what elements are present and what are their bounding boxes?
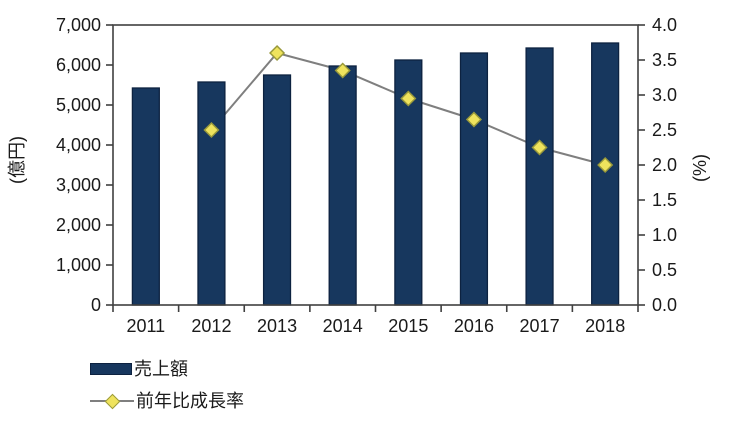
marker-2016 (465, 111, 482, 128)
x-axis-label-2018: 2018 (585, 316, 625, 336)
marker-2018 (597, 156, 614, 174)
right-axis-tick-label: 1.5 (652, 190, 677, 210)
right-axis-tick-label: 3.0 (652, 85, 677, 105)
left-axis-tick-label: 6,000 (56, 55, 101, 75)
legend-line-diamond-swatch-icon (90, 393, 134, 410)
legend-item-sales: 売上額 (90, 359, 244, 379)
legend-item-growth: 前年比成長率 (90, 391, 244, 411)
x-axis-label-2013: 2013 (257, 316, 297, 336)
plot-frame (112, 24, 639, 306)
x-axis-label-2012: 2012 (191, 316, 231, 336)
left-axis-tick-label: 0 (91, 295, 101, 315)
left-axis-tick-label: 5,000 (56, 95, 101, 115)
marker-2015 (400, 90, 417, 107)
bar-2012 (197, 81, 226, 306)
x-axis-label-2016: 2016 (454, 316, 494, 336)
legend: 売上額 前年比成長率 (90, 359, 244, 423)
right-axis-tick-label: 1.0 (652, 225, 677, 245)
left-axis-tick-label: 3,000 (56, 175, 101, 195)
right-axis-tick-label: 2.5 (652, 120, 677, 140)
bar-2014 (328, 65, 357, 306)
legend-label-growth: 前年比成長率 (136, 391, 244, 411)
marker-2012 (203, 121, 220, 139)
marker-2017 (531, 139, 548, 156)
x-axis-label-2011: 2011 (126, 316, 165, 336)
bar-2011 (131, 87, 160, 306)
bar-2017 (525, 47, 554, 306)
marker-2014 (334, 62, 351, 79)
left-axis-tick-label: 7,000 (56, 15, 101, 35)
left-axis-tick-label: 4,000 (56, 135, 101, 155)
marker-2013 (269, 44, 286, 62)
right-axis-tick-label: 4.0 (652, 15, 677, 35)
x-axis-label-2015: 2015 (388, 316, 428, 336)
left-axis-tick-label: 1,000 (56, 255, 101, 275)
legend-bar-swatch-icon (90, 363, 132, 375)
left-axis-title: (億円) (7, 136, 27, 184)
bar-2016 (459, 52, 489, 306)
left-axis-tick-label: 2,000 (56, 215, 101, 235)
bar-2018 (591, 42, 620, 306)
right-axis-tick-label: 3.5 (652, 50, 677, 70)
right-axis-tick-label: 0.5 (652, 260, 677, 280)
x-axis-label-2017: 2017 (520, 316, 560, 336)
legend-label-sales: 売上額 (134, 359, 188, 379)
right-axis-tick-label: 2.0 (652, 155, 677, 175)
x-axis-label-2014: 2014 (323, 316, 363, 336)
right-axis-title: (%) (690, 154, 710, 182)
right-axis-tick-label: 0.0 (652, 295, 677, 315)
bar-2013 (262, 74, 292, 306)
